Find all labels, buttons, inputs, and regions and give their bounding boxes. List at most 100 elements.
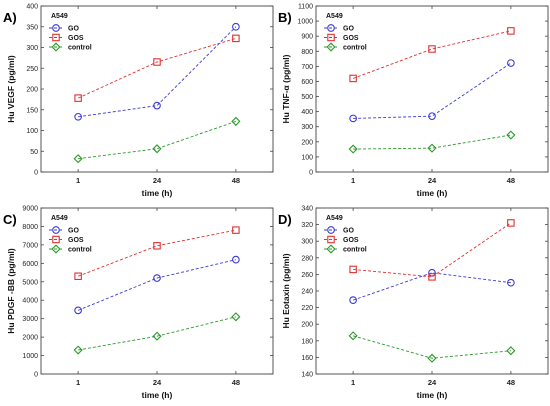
x-axis-title: time (h) [142, 188, 173, 198]
data-point [74, 112, 82, 121]
legend-marker [52, 226, 60, 234]
data-point [349, 74, 357, 83]
legend-label: GOS [68, 35, 84, 42]
legend-label: GOS [343, 35, 359, 42]
y-axis-title: Hu Eotaxin (pg/ml) [281, 253, 291, 328]
data-point [152, 144, 162, 154]
y-tick-label: 260 [301, 272, 313, 279]
series-gos [349, 27, 515, 83]
y-axis-title: Hu TNF-α (pg/ml) [281, 54, 291, 123]
data-point [428, 273, 436, 281]
cell-line-label: A549 [326, 13, 343, 20]
x-tick-label: 1 [76, 176, 80, 185]
series-line [353, 222, 512, 278]
data-point [428, 112, 436, 121]
series-control [73, 116, 241, 164]
data-point [349, 296, 357, 304]
legend-marker [327, 235, 335, 244]
y-tick-label: 1000 [22, 353, 38, 360]
series-line [352, 335, 511, 359]
legend-marker [52, 33, 60, 42]
y-tick-label: 0 [34, 170, 38, 177]
series-line [352, 272, 511, 301]
x-tick-label: 24 [428, 378, 437, 387]
y-tick-label: 150 [26, 107, 38, 114]
y-tick-label: 280 [301, 255, 313, 262]
y-tick-label: 0 [34, 372, 38, 379]
data-point [232, 226, 240, 234]
data-point [153, 274, 161, 282]
y-tick-label: 180 [301, 338, 313, 345]
legend-marker [52, 235, 60, 244]
data-point [349, 265, 357, 274]
y-tick-label: 1000 [297, 19, 313, 26]
data-point [428, 45, 436, 53]
series-line [77, 37, 237, 99]
y-tick-label: 2000 [22, 335, 38, 342]
y-tick-label: 100 [26, 128, 38, 135]
data-point [427, 353, 437, 363]
legend-label: GOS [68, 237, 84, 244]
chart-panel-1: A) 0 50 100 150 200 250 300 350 400 1 24 48 time (h) H… [3, 4, 274, 198]
x-tick-label: 48 [232, 378, 240, 387]
y-tick-label: 340 [301, 206, 313, 213]
legend-label: GO [68, 228, 79, 235]
legend-marker [51, 244, 61, 254]
series-line [78, 120, 237, 160]
legend-label: control [68, 247, 92, 254]
panel-letter: C) [3, 212, 17, 227]
chart-panel-2: B) 0 100 200 300 400 500 600 700 800 900 1000 1100 1 2… [278, 4, 549, 198]
legend-marker [326, 244, 336, 254]
legend-marker [327, 33, 335, 42]
data-point [152, 331, 162, 341]
y-tick-label: 6000 [22, 261, 38, 268]
data-point [232, 34, 240, 43]
data-point [348, 331, 358, 341]
y-axis-title: Hu PDGF -BB (pg/ml) [6, 248, 16, 334]
data-point [232, 22, 240, 31]
y-tick-label: 900 [301, 34, 313, 41]
series-gos [74, 226, 240, 280]
x-axis-title: time (h) [417, 390, 448, 400]
series-line [78, 316, 236, 351]
series-line [353, 62, 512, 119]
x-tick-label: 1 [76, 378, 80, 387]
data-point [507, 219, 515, 227]
data-point [153, 101, 161, 110]
series-control [348, 331, 516, 363]
legend-marker [51, 42, 61, 52]
cell-line-label: A549 [51, 215, 68, 222]
x-tick-label: 24 [428, 176, 437, 185]
data-point [427, 143, 437, 153]
panel-letter: D) [278, 212, 292, 227]
chart-panel-3: C) 0 1000 2000 3000 4000 5000 6000 7000 8000 9000 1… [3, 206, 274, 400]
cell-line-label: A549 [51, 13, 68, 20]
y-tick-label: 600 [301, 79, 313, 86]
data-point [73, 345, 83, 355]
y-tick-label: 140 [301, 372, 313, 379]
y-tick-label: 3000 [22, 316, 38, 323]
chart-panel-4: D) 140 160 180 200 220 240 260 280 300 320 340 1 24 48… [278, 206, 549, 400]
y-tick-label: 300 [301, 124, 313, 131]
y-axis-title: Hu VEGF (pg/ml) [6, 55, 16, 123]
y-tick-label: 500 [301, 94, 313, 101]
y-tick-label: 9000 [22, 206, 38, 213]
legend-label: GOS [343, 237, 359, 244]
data-point [349, 114, 357, 123]
x-axis-title: time (h) [142, 390, 173, 400]
series-line [353, 134, 511, 150]
series-go [349, 59, 515, 123]
y-tick-label: 250 [26, 66, 38, 73]
series-line [352, 30, 511, 79]
y-tick-label: 400 [26, 4, 38, 11]
y-tick-label: 0 [309, 170, 313, 177]
legend-marker [327, 24, 335, 32]
y-tick-label: 320 [301, 222, 313, 229]
y-tick-label: 7000 [22, 242, 38, 249]
data-point [428, 268, 436, 277]
legend-marker [327, 226, 335, 234]
y-tick-label: 50 [30, 149, 38, 156]
y-tick-label: 8000 [22, 224, 38, 231]
y-tick-label: 200 [301, 322, 313, 329]
data-point [348, 144, 358, 154]
